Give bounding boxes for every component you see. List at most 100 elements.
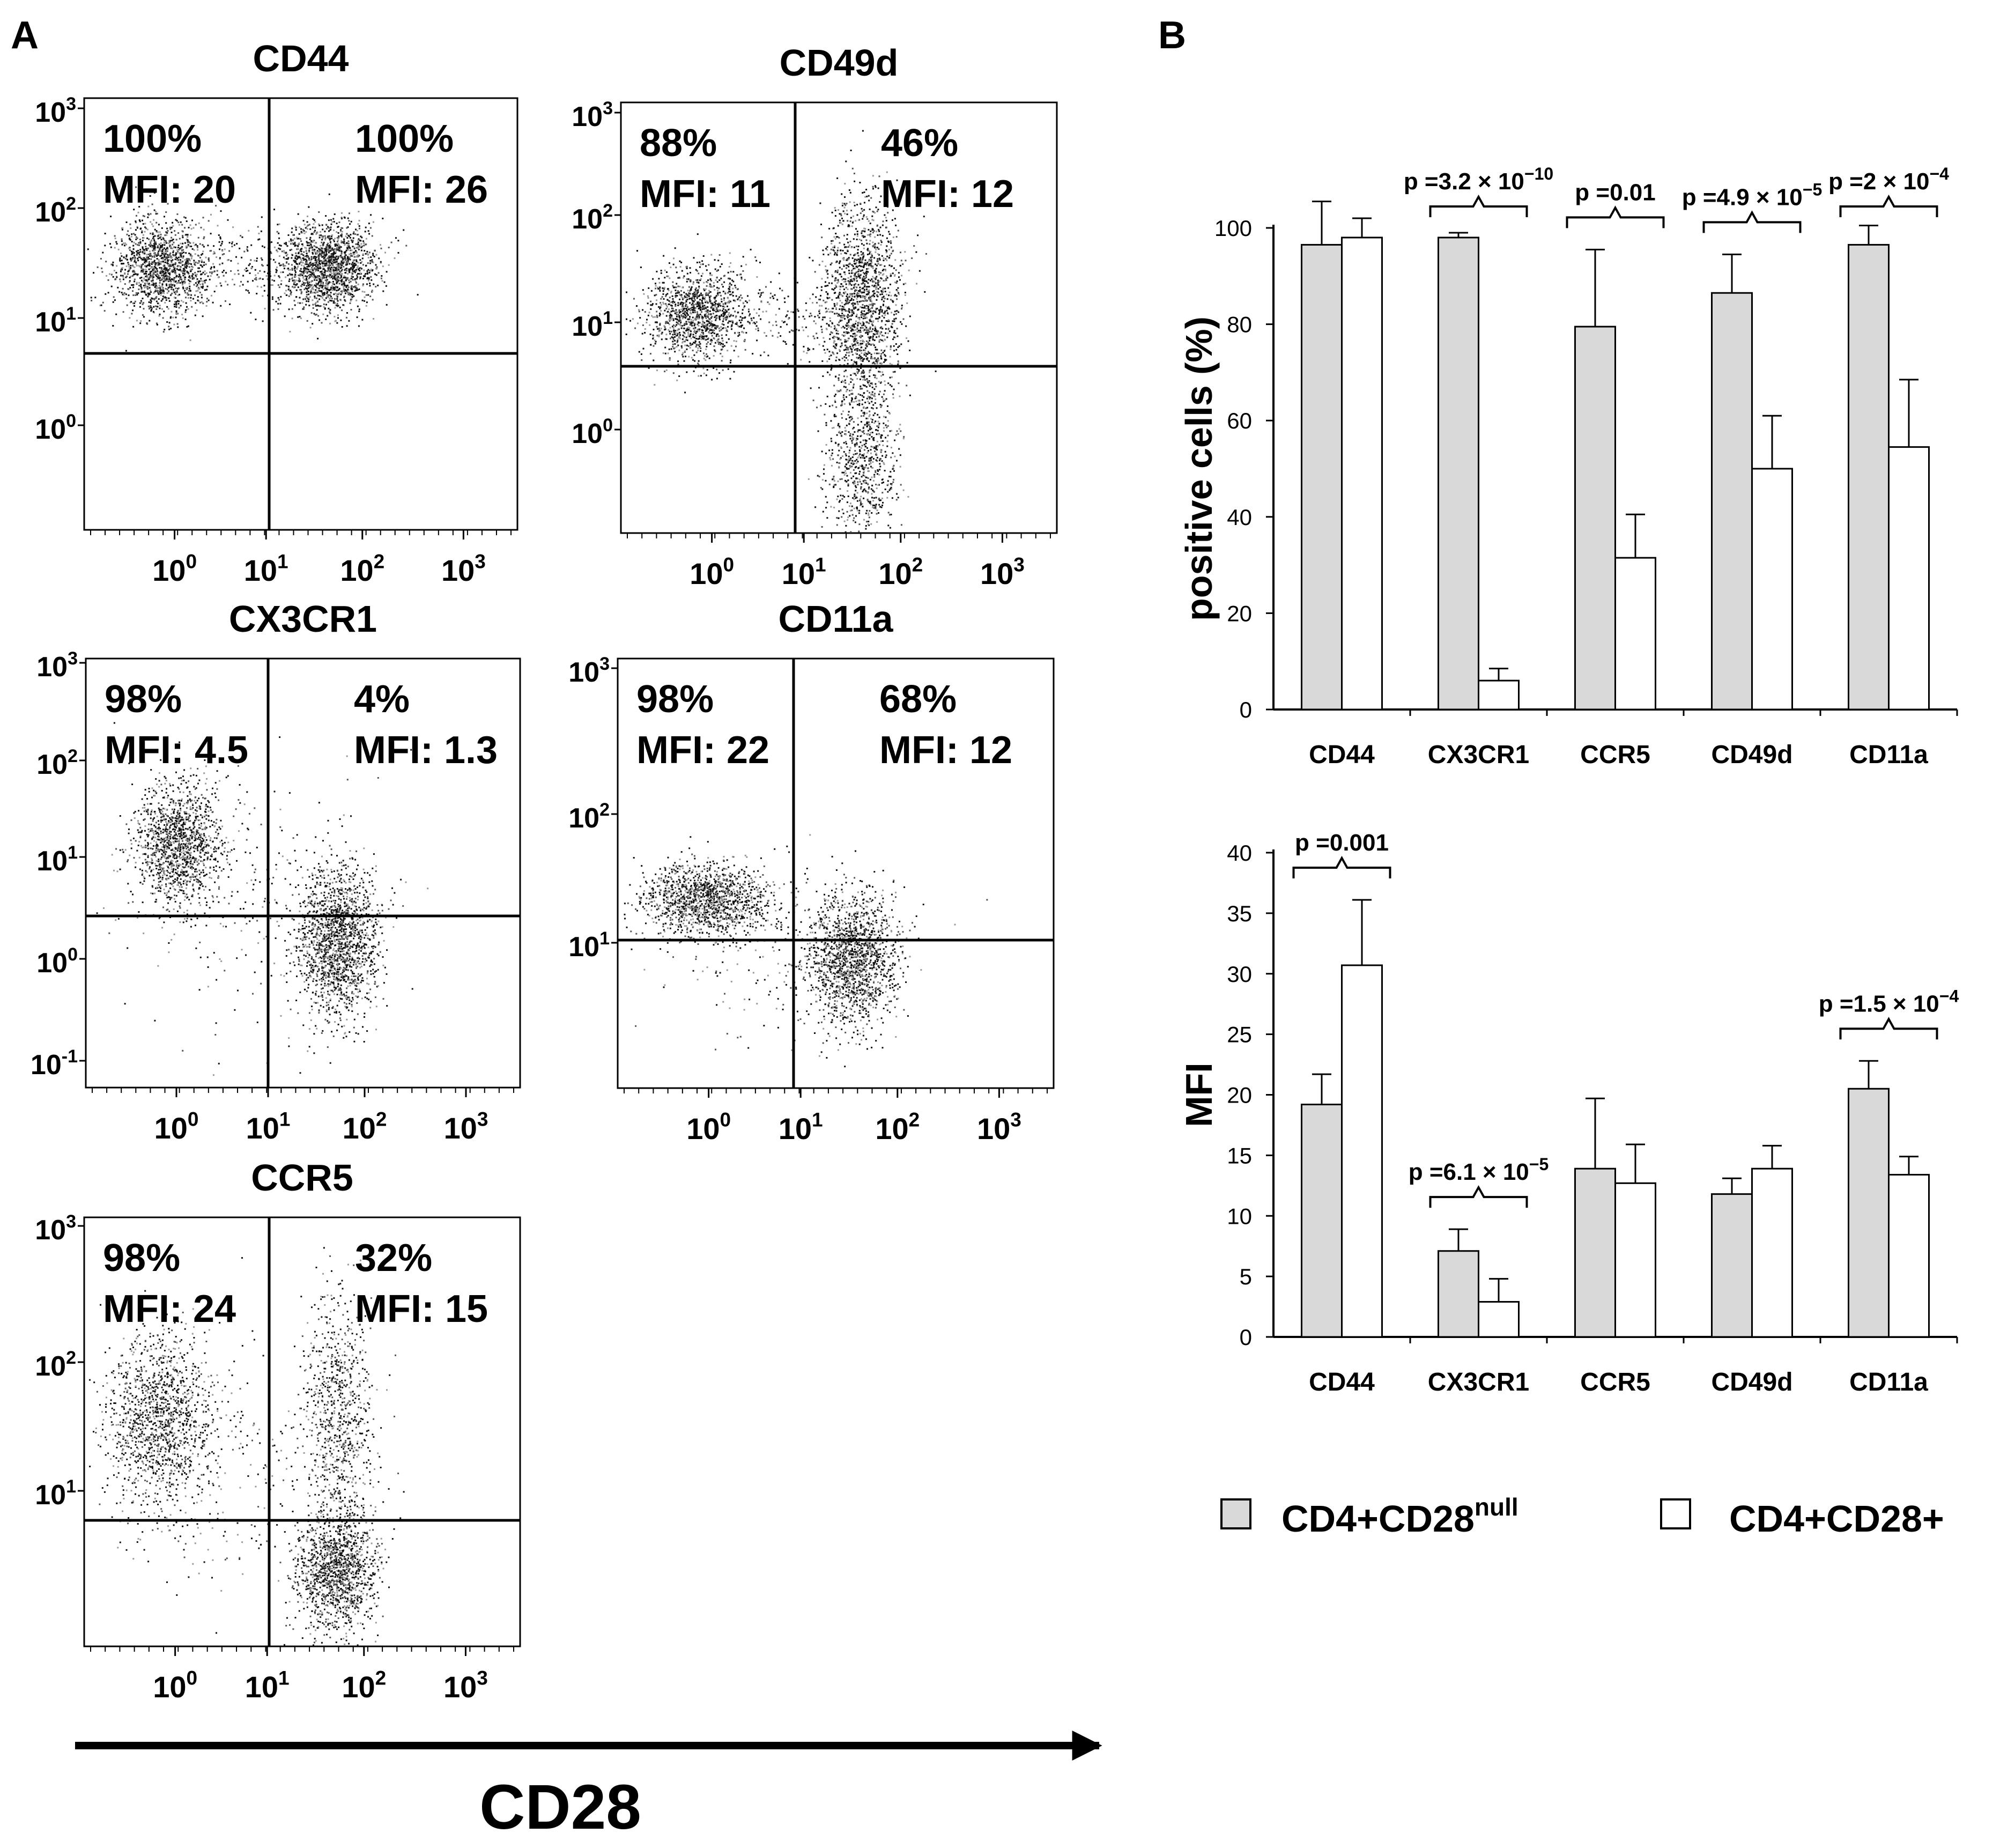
flow-dot: [344, 244, 346, 246]
flow-dot: [216, 270, 218, 272]
flow-dot: [176, 265, 179, 268]
flow-dot: [659, 324, 661, 326]
flow-dot: [680, 290, 682, 292]
flow-dot: [210, 213, 212, 216]
flow-dot: [828, 324, 830, 326]
flow-dot: [307, 224, 309, 226]
flow-dot: [172, 259, 174, 261]
flow-dot: [152, 311, 154, 313]
flow-dot: [164, 256, 166, 258]
flow-dot: [342, 261, 344, 263]
flow-dot: [316, 309, 318, 311]
flow-dot: [644, 311, 646, 313]
flow-dot: [208, 258, 210, 260]
flow-dot: [160, 272, 162, 274]
flow-dot: [129, 317, 131, 319]
flow-dot: [136, 273, 138, 276]
flow-dot: [676, 324, 678, 326]
flow-dot: [135, 243, 137, 245]
flow-dot: [312, 286, 314, 288]
flow-dot: [288, 273, 290, 276]
flow-dot: [358, 219, 360, 221]
flow-dot: [728, 308, 730, 310]
flow-dot: [850, 150, 852, 151]
flow-dot: [665, 338, 668, 340]
flow-dot: [673, 348, 675, 350]
flow-dot: [680, 294, 683, 296]
flow-dot: [182, 317, 184, 319]
flow-dot: [251, 266, 253, 268]
flow-dot: [682, 331, 684, 333]
flow-dot: [357, 234, 359, 235]
flow-dot: [144, 261, 146, 263]
flow-dot: [137, 249, 139, 252]
flow-dot: [166, 289, 168, 291]
flow-dot: [309, 264, 311, 267]
flow-dot: [146, 254, 148, 256]
flow-dot: [144, 226, 146, 228]
flow-dot: [173, 291, 175, 293]
flow-dot: [164, 270, 166, 272]
flow-dot: [345, 235, 347, 238]
flow-dot: [132, 248, 135, 250]
flow-dot: [168, 322, 171, 324]
flow-dot: [336, 266, 338, 268]
flow-dot: [194, 253, 196, 255]
flow-dot: [705, 374, 707, 376]
flow-dot: [718, 327, 721, 329]
flow-dot: [138, 265, 140, 268]
flow-dot: [702, 297, 704, 299]
flow-dot: [871, 300, 872, 302]
flow-dot: [295, 271, 297, 273]
flow-dot: [151, 270, 153, 272]
flow-dot: [189, 277, 191, 279]
flow-dot: [844, 299, 847, 301]
flow-dot: [656, 316, 658, 318]
flow-dot: [336, 298, 338, 300]
flow-dot: [271, 298, 273, 300]
flow-dot: [349, 212, 350, 215]
flow-dot: [219, 257, 221, 259]
flow-dot: [153, 273, 155, 275]
flow-dot: [184, 278, 186, 280]
flow-dot: [334, 261, 336, 263]
flow-dot: [188, 258, 190, 261]
flow-dot: [167, 270, 169, 272]
flow-dot: [328, 193, 330, 195]
flow-dot: [272, 309, 275, 311]
flow-dot: [686, 268, 688, 269]
flow-dot: [345, 278, 347, 280]
flow-dot: [856, 342, 858, 344]
flow-dot: [135, 273, 137, 275]
flow-dot: [713, 304, 715, 306]
flow-dot: [361, 257, 364, 260]
flow-dot: [315, 282, 317, 284]
flow-dot: [819, 305, 821, 307]
flow-dot: [652, 336, 654, 338]
flow-dot: [310, 260, 312, 262]
flow-dot: [189, 245, 191, 247]
flow-dot: [350, 287, 352, 290]
flow-dot: [318, 319, 321, 321]
flow-dot: [714, 296, 716, 298]
flow-dot: [297, 302, 299, 304]
flow-dot: [339, 262, 342, 264]
flow-dot: [744, 339, 746, 342]
flow-dot: [103, 310, 106, 312]
flow-dot: [167, 230, 169, 232]
flow-dot: [255, 319, 257, 321]
flow-dot: [278, 223, 280, 225]
flow-dot: [338, 246, 340, 248]
flow-dot: [738, 320, 740, 321]
flow-dot: [218, 241, 220, 243]
flow-dot: [665, 295, 667, 297]
flow-dot: [331, 260, 334, 262]
flow-dot: [715, 326, 717, 328]
flow-dot: [863, 290, 865, 292]
y-tick-label: 101: [35, 304, 76, 338]
flow-dot: [830, 354, 832, 357]
flow-dot: [171, 260, 173, 262]
flow-dot: [128, 294, 130, 297]
flow-dot: [144, 261, 146, 263]
flow-dot: [729, 300, 731, 302]
